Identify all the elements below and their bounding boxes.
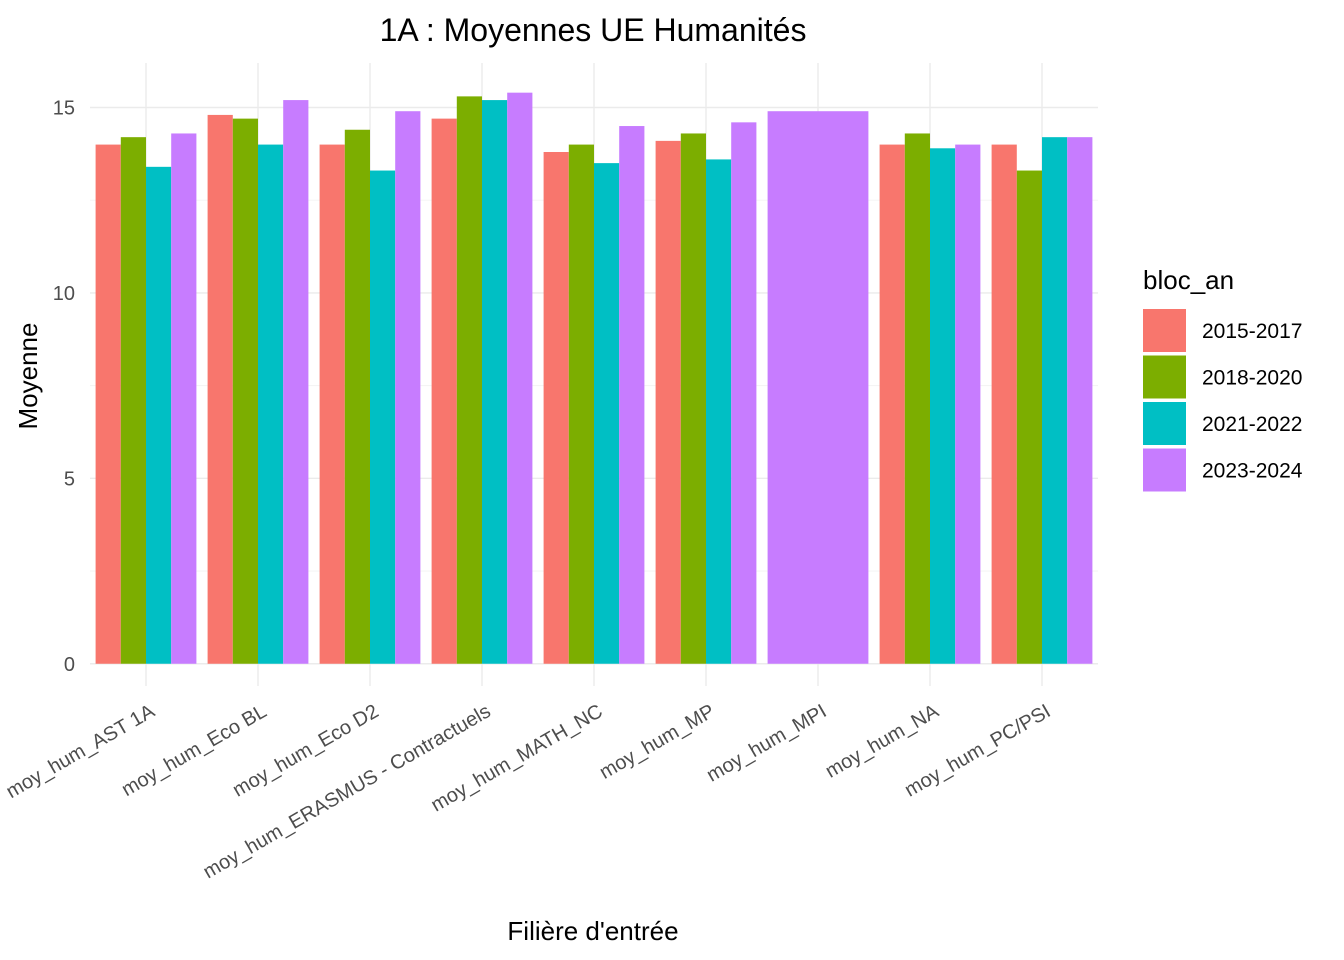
bar-4-2023-2024	[507, 92, 533, 664]
legend-label: 2015-2017	[1202, 320, 1302, 343]
y-axis-title: Moyenne	[13, 323, 43, 430]
bar-5-2018-2020	[568, 144, 594, 664]
bar-4-2018-2020	[456, 96, 482, 664]
bar-3-2015-2017	[319, 144, 345, 664]
bar-9-2023-2024	[1067, 137, 1093, 664]
legend-swatch	[1143, 309, 1186, 352]
bar-6-2023-2024	[731, 122, 757, 664]
bar-5-2021-2022	[594, 163, 620, 664]
bar-9-2015-2017	[991, 144, 1017, 664]
bar-4-2021-2022	[482, 100, 508, 664]
bar-2-2021-2022	[258, 144, 284, 664]
chart-title: 1A : Moyennes UE Humanités	[380, 12, 807, 48]
legend-title: bloc_an	[1143, 265, 1234, 295]
bar-8-2023-2024	[955, 144, 981, 664]
bar-1-2015-2017	[95, 144, 121, 664]
y-tick-label: 10	[53, 283, 75, 305]
bar-5-2023-2024	[619, 126, 645, 664]
bar-5-2015-2017	[543, 152, 569, 664]
x-axis-title: Filière d'entrée	[507, 916, 678, 946]
y-tick-label: 0	[64, 654, 75, 676]
bar-2-2023-2024	[283, 100, 309, 664]
legend-swatch	[1143, 355, 1186, 399]
legend-label: 2023-2024	[1202, 460, 1303, 483]
bar-1-2021-2022	[146, 166, 172, 664]
y-tick-labels: 0 5 10 15	[53, 98, 75, 676]
bar-3-2018-2020	[344, 129, 370, 664]
bar-6-2015-2017	[655, 140, 681, 664]
bar-8-2015-2017	[879, 144, 905, 664]
legend-items: 2015-2017 2018-2020 2021-2022 2023-2024	[1143, 309, 1303, 492]
bar-8-2021-2022	[930, 148, 956, 664]
bar-1-2018-2020	[120, 137, 146, 664]
bar-2-2018-2020	[232, 118, 258, 664]
legend-swatch	[1143, 448, 1186, 492]
bar-3-2021-2022	[370, 170, 396, 664]
bar-3-2023-2024	[395, 111, 421, 664]
bar-7-2023-2024	[767, 111, 869, 664]
legend-label: 2018-2020	[1202, 367, 1302, 390]
y-tick-label: 15	[53, 98, 75, 120]
x-tick-label: moy_hum_MPI	[703, 700, 830, 786]
bar-6-2021-2022	[706, 159, 732, 664]
bar-4-2015-2017	[431, 118, 457, 664]
legend-label: 2021-2022	[1202, 413, 1302, 436]
bar-6-2018-2020	[680, 133, 706, 664]
bar-9-2021-2022	[1042, 137, 1068, 664]
legend-swatch	[1143, 402, 1186, 445]
bar-1-2023-2024	[171, 133, 197, 664]
bars	[95, 92, 1093, 664]
bar-9-2018-2020	[1016, 170, 1042, 664]
y-tick-label: 5	[64, 468, 75, 490]
bar-8-2018-2020	[904, 133, 930, 664]
bar-2-2015-2017	[207, 114, 233, 664]
legend: bloc_an 2015-2017 2018-2020 2021-2022 2023-…	[1143, 265, 1303, 492]
x-tick-label: moy_hum_MP	[596, 700, 719, 784]
